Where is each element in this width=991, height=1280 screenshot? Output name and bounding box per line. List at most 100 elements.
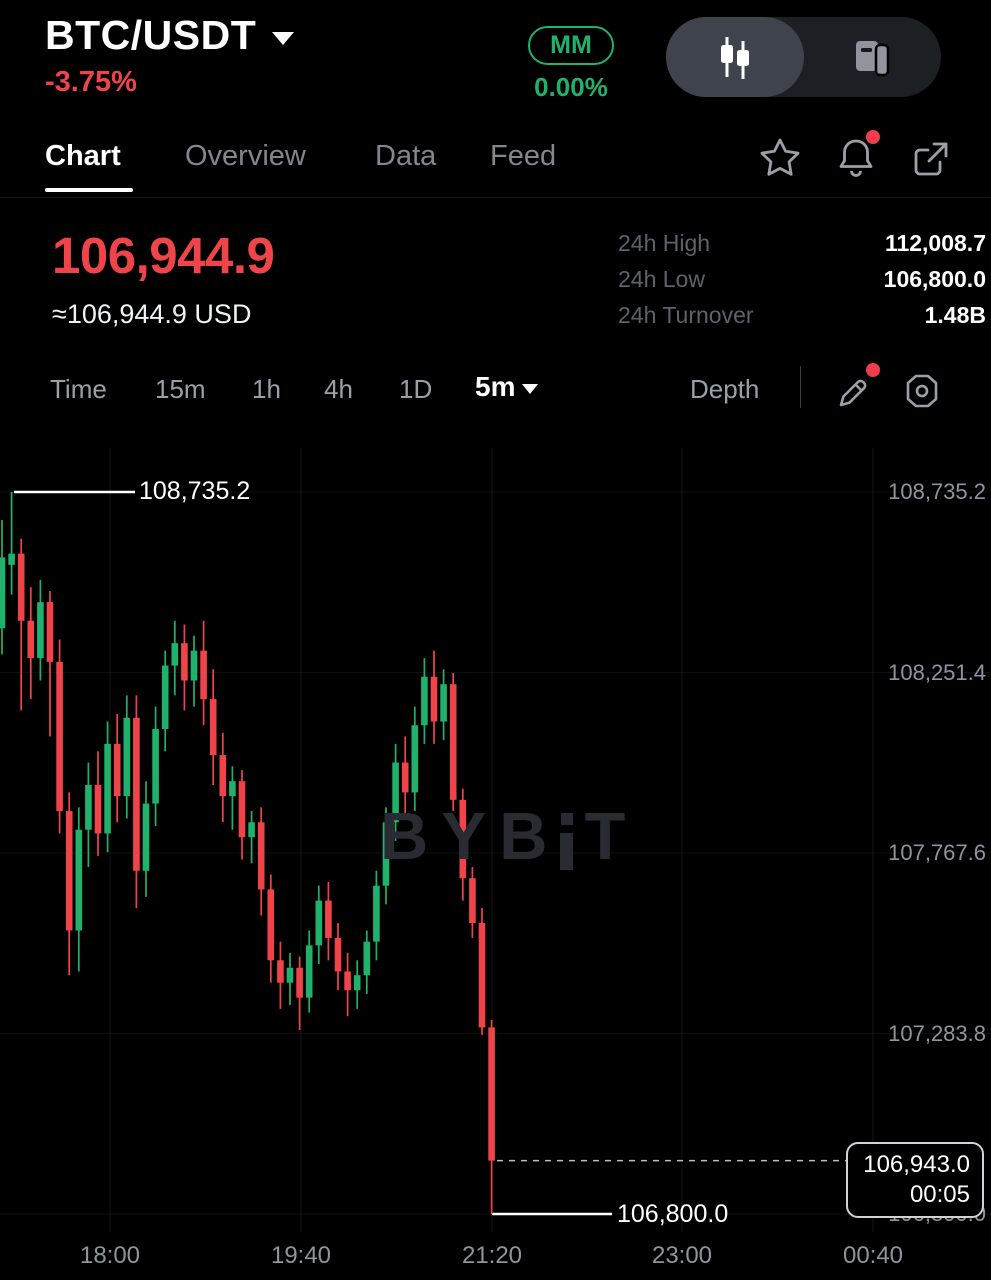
time-axis-label: 18:00	[79, 1242, 141, 1269]
stat-label: 24h High	[618, 230, 711, 256]
mm-indicator[interactable]: MM 0.00%	[521, 26, 621, 103]
toolbar-divider	[800, 366, 801, 408]
stat-row-turnover: 24h Turnover 1.48B	[618, 302, 986, 329]
session-high-label: 108,735.2	[139, 477, 251, 505]
candle-body	[8, 553, 15, 565]
watermark-letter: B	[380, 799, 431, 874]
time-axis-label: 00:40	[842, 1242, 904, 1269]
mm-change-percent: 0.00%	[534, 72, 608, 102]
price-axis-label: 107,767.6	[888, 840, 986, 865]
orderbook-view-button[interactable]	[804, 17, 942, 97]
share-icon[interactable]	[908, 136, 954, 182]
candle-body	[190, 650, 198, 681]
timeframe-selected-dropdown[interactable]: 5m	[475, 371, 539, 403]
time-axis-label: 23:00	[651, 1242, 713, 1269]
candle-body	[430, 676, 438, 722]
candle-body	[392, 762, 399, 823]
candle-body	[488, 1027, 495, 1161]
watermark-letter-i	[560, 808, 574, 870]
candle-body	[440, 684, 447, 722]
candle-body	[17, 553, 25, 621]
candlestick-view-button[interactable]	[666, 17, 804, 97]
timeframe-time[interactable]: Time	[50, 374, 107, 404]
candle-body	[152, 728, 159, 804]
stat-label: 24h Turnover	[618, 302, 754, 328]
candle-body	[46, 602, 54, 662]
candle-body	[65, 811, 73, 931]
timeframe-15m[interactable]: 15m	[155, 374, 206, 404]
session-low-label: 106,800.0	[617, 1200, 729, 1228]
candle-body	[171, 643, 179, 666]
candle-body	[363, 941, 371, 976]
symbol-selector[interactable]: BTC/USDT	[45, 12, 295, 59]
price-axis-label: 107,283.8	[888, 1020, 986, 1046]
candle-body	[305, 945, 313, 998]
tab-overview[interactable]: Overview	[185, 140, 306, 172]
candle-body	[75, 829, 83, 931]
tools-notification-dot	[866, 363, 880, 377]
active-tab-underline	[45, 188, 133, 192]
candle-body	[449, 684, 457, 800]
tabs-divider	[0, 197, 991, 198]
candle-body	[85, 784, 92, 830]
orderbook-icon	[856, 41, 890, 77]
tab-bar: Chart Overview Data Feed	[0, 128, 991, 197]
candle-body	[478, 922, 486, 1028]
candle-body	[238, 781, 246, 838]
candle-body	[334, 937, 342, 972]
candle-body	[344, 971, 351, 991]
time-axis-label: 21:20	[461, 1242, 523, 1269]
timeframe-1h[interactable]: 1h	[252, 374, 281, 404]
candle-body	[142, 803, 150, 871]
candle-body	[315, 900, 323, 946]
stat-value: 112,008.7	[884, 230, 986, 256]
notification-badge-dot	[866, 130, 880, 144]
favorite-star-icon[interactable]	[757, 135, 803, 181]
candle-body	[401, 762, 409, 793]
candle-body	[373, 885, 380, 942]
stat-value: 106,800.0	[883, 266, 986, 292]
candle-body	[104, 743, 111, 834]
candle-body	[411, 725, 419, 793]
current-price-badge: 106,943.0 00:05	[846, 1141, 984, 1218]
stat-label: 24h Low	[618, 266, 705, 292]
candle-body	[267, 889, 275, 961]
price-axis-label: 108,735.2	[888, 479, 986, 504]
candle-body	[27, 620, 35, 659]
mm-badge[interactable]: MM	[528, 26, 614, 65]
candle-body	[277, 960, 284, 983]
candle-body	[200, 650, 207, 700]
candlestick-icon	[720, 37, 749, 79]
24h-change-percent: -3.75%	[45, 66, 137, 98]
chart-settings-gear-icon[interactable]	[902, 371, 942, 411]
tab-chart[interactable]: Chart	[45, 140, 121, 172]
candle-body	[113, 743, 121, 797]
chevron-down-icon	[272, 32, 295, 45]
candle-body	[325, 900, 332, 938]
drawing-tools-pencil-icon[interactable]	[834, 370, 876, 412]
candle-body	[421, 676, 428, 726]
candle-countdown-timer: 00:05	[909, 1180, 970, 1208]
candle-body	[209, 699, 217, 756]
timeframe-4h[interactable]: 4h	[324, 374, 353, 404]
tab-feed[interactable]: Feed	[490, 140, 557, 172]
approx-usd-value: ≈106,944.9 USD	[52, 299, 252, 329]
watermark-letter: Y	[441, 799, 489, 874]
depth-button[interactable]: Depth	[690, 374, 760, 404]
candle-body	[296, 967, 303, 998]
time-axis-label: 19:40	[270, 1242, 332, 1269]
chart-view-toggle[interactable]	[666, 17, 941, 97]
candle-body	[37, 602, 44, 659]
24h-stats: 24h High 112,008.7 24h Low 106,800.0 24h…	[618, 230, 986, 338]
timeframe-1d[interactable]: 1D	[399, 374, 433, 404]
candle-body	[161, 665, 169, 729]
stat-value: 1.48B	[924, 302, 986, 328]
tab-data[interactable]: Data	[375, 140, 437, 172]
candle-body	[286, 967, 294, 983]
watermark-letter: T	[584, 799, 628, 874]
candle-body	[56, 661, 63, 812]
notifications-bell-icon[interactable]	[833, 135, 879, 181]
